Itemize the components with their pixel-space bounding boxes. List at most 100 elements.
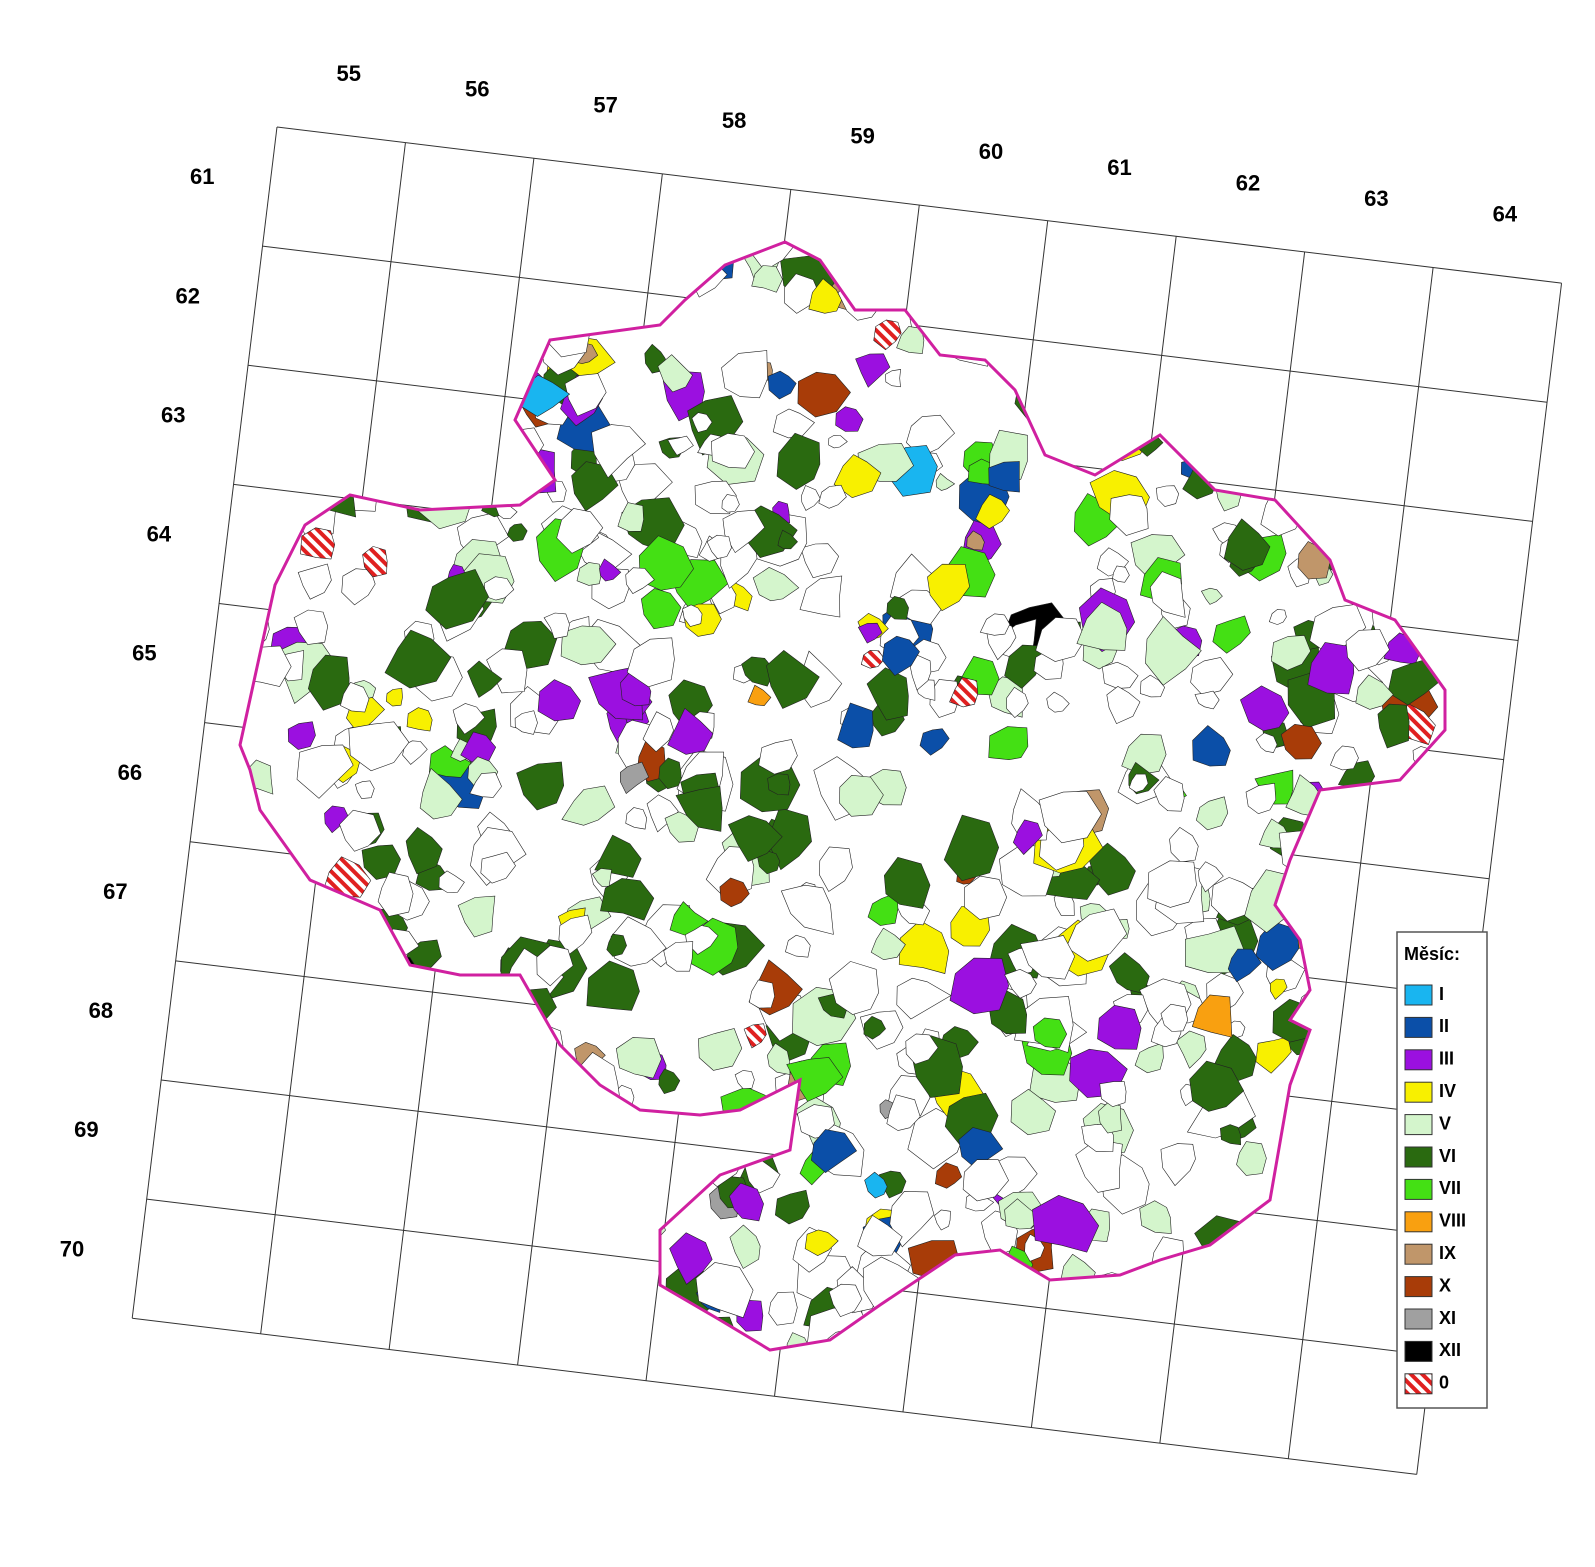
district: [786, 1057, 844, 1102]
legend-label: XII: [1439, 1340, 1461, 1360]
district: [986, 242, 1010, 264]
legend-label: XI: [1439, 1308, 1456, 1328]
district: [1280, 723, 1322, 760]
district: [1175, 1030, 1207, 1069]
district: [615, 1037, 662, 1079]
district: [1349, 542, 1398, 594]
legend-label: V: [1439, 1113, 1451, 1133]
district: [930, 242, 976, 267]
district: [466, 1094, 489, 1115]
legend-swatch: [1404, 1178, 1433, 1200]
district: [1004, 968, 1037, 999]
district: [1074, 408, 1099, 430]
district: [1190, 657, 1234, 696]
district: [988, 461, 1020, 493]
district: [1288, 1114, 1325, 1162]
row-label: 68: [89, 998, 113, 1023]
district: [1000, 1265, 1019, 1283]
district: [491, 1285, 519, 1311]
district: [406, 707, 433, 732]
district: [291, 308, 343, 358]
legend-swatch: [1404, 1016, 1433, 1038]
district: [828, 1283, 863, 1317]
district: [452, 703, 486, 735]
district: [1139, 1200, 1172, 1234]
district: [290, 1044, 350, 1097]
district: [579, 1154, 618, 1193]
district: [256, 1249, 280, 1269]
row-label: 64: [147, 522, 172, 547]
district: [857, 1214, 903, 1257]
district: [1197, 861, 1224, 893]
district: [1311, 391, 1335, 409]
row-label: 67: [103, 879, 127, 904]
district: [499, 242, 537, 263]
district: [919, 728, 950, 756]
legend-label: VI: [1439, 1146, 1456, 1166]
district: [766, 650, 820, 709]
district: [259, 1149, 295, 1180]
district: [528, 1283, 551, 1306]
district: [642, 711, 674, 753]
district: [1412, 746, 1438, 770]
district: [455, 344, 498, 392]
district: [1318, 875, 1372, 930]
district: [691, 412, 713, 433]
district: [995, 336, 1016, 362]
district: [1035, 617, 1086, 662]
district: [1406, 387, 1445, 436]
district: [979, 320, 1008, 345]
district: [804, 1229, 839, 1256]
district: [801, 485, 821, 511]
district: [835, 406, 864, 432]
district: [1330, 745, 1359, 771]
district: [963, 247, 997, 283]
district: [303, 243, 337, 293]
district: [240, 1177, 265, 1212]
district: [478, 1082, 509, 1112]
district: [340, 682, 370, 713]
legend-label: IX: [1439, 1243, 1456, 1263]
district: [246, 408, 269, 429]
district: [404, 1029, 445, 1069]
district: [341, 259, 391, 315]
district: [667, 435, 694, 456]
district: [1319, 299, 1375, 363]
district: [855, 353, 891, 388]
district: [1134, 249, 1189, 307]
district: [240, 1044, 277, 1096]
district: [837, 702, 874, 749]
district: [390, 369, 439, 418]
district: [768, 1291, 798, 1326]
district: [1289, 463, 1315, 486]
district: [1147, 860, 1197, 908]
district: [1273, 332, 1322, 378]
district: [883, 856, 931, 909]
district: [481, 317, 536, 355]
district: [941, 1286, 985, 1334]
district: [240, 1204, 293, 1256]
district: [405, 826, 443, 875]
legend-swatch: [1404, 1081, 1433, 1103]
district: [886, 1094, 921, 1131]
legend-swatch: [1404, 1276, 1433, 1298]
district: [1287, 452, 1310, 478]
district: [953, 1262, 1014, 1319]
district: [1330, 1300, 1372, 1342]
district: [1255, 269, 1289, 316]
district: [1314, 989, 1363, 1037]
district: [319, 1307, 345, 1333]
district: [756, 850, 781, 875]
district: [1245, 782, 1277, 815]
district: [959, 295, 1011, 343]
district: [253, 313, 285, 337]
district: [889, 1191, 935, 1248]
district: [946, 1307, 972, 1337]
district: [799, 575, 843, 618]
district: [295, 1229, 352, 1276]
district: [828, 434, 848, 449]
district: [1184, 1262, 1227, 1307]
district: [1302, 1173, 1352, 1211]
district: [1097, 1004, 1142, 1050]
legend-label: VIII: [1439, 1211, 1466, 1231]
